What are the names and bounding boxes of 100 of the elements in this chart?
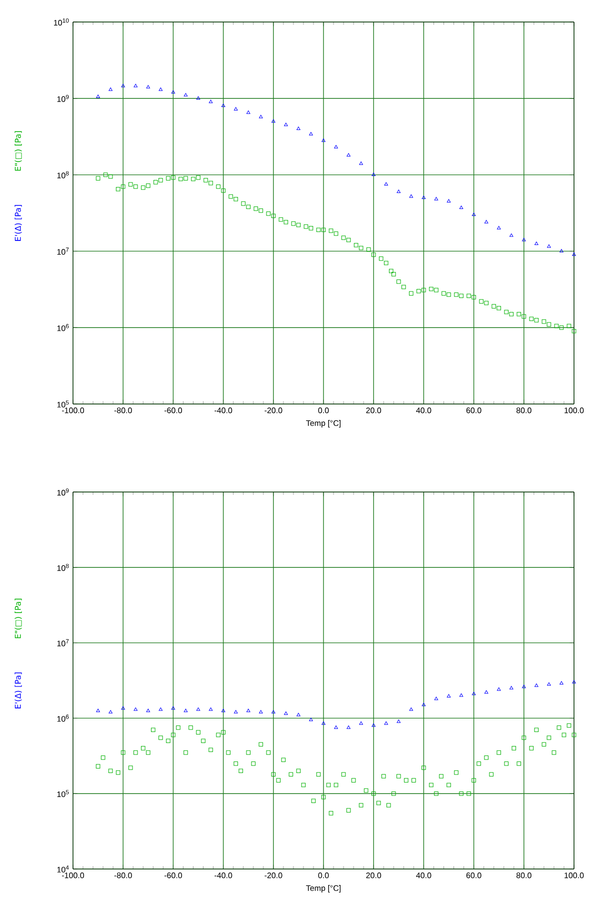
x-tick-label: -60.0 [164,872,182,878]
x-axis-title: Temp [°C] [306,420,341,428]
x-axis-title: Temp [°C] [306,885,341,893]
point [184,93,188,96]
point [509,233,514,237]
x-tick-label: 80.0 [516,408,532,414]
point [196,707,200,711]
point [309,718,313,722]
point [246,110,250,114]
point [409,194,414,198]
x-tick-label: 0.0 [318,408,329,414]
point [234,710,238,714]
x-tick-label: 40.0 [416,408,432,414]
x-tick-label: 20.0 [366,408,382,414]
point [322,721,326,725]
point [334,725,338,729]
point [459,206,464,209]
point [560,249,564,252]
point [446,199,451,202]
point [184,708,188,712]
point [171,706,176,710]
point [560,681,564,685]
y-tick-label: 10$^{9}$ [57,94,69,102]
point [459,693,464,697]
point [158,88,163,91]
point [258,114,263,118]
point [422,196,426,199]
point [221,104,226,107]
point [146,85,150,88]
point [284,122,288,126]
point [134,84,138,88]
point [434,197,438,200]
y-tick-label: 10$^{6}$ [57,324,69,332]
point [334,145,338,148]
point [296,126,300,130]
point [547,682,551,686]
point [108,710,112,714]
point [234,107,238,110]
point [484,220,488,224]
x-tick-label: 40.0 [416,872,432,878]
point [121,84,125,88]
x-tick-label: -40.0 [214,872,232,878]
point [359,721,363,725]
y-tick-label: 10$^{8}$ [57,171,69,178]
point [272,119,276,123]
point [96,708,100,712]
point [146,708,150,712]
point [221,708,226,712]
x-tick-label: -80.0 [114,408,132,414]
point [322,138,326,142]
text: E"(□) [Pa] [14,598,22,638]
y-tick-label: 10$^{8}$ [57,564,69,571]
point [396,190,401,193]
text: E'(Δ) [Pa] [14,205,22,241]
x-tick-label: -60.0 [164,408,182,414]
text: E'(Δ) [Pa] [14,672,22,708]
point [522,684,526,688]
x-tick-label: 60.0 [466,872,482,878]
point [384,182,388,186]
point [522,238,526,242]
point [296,712,300,716]
point [446,694,451,698]
point [572,252,576,256]
x-tick-label: 80.0 [516,872,532,878]
y-tick-label: 10$^{9}$ [57,488,69,496]
point [384,721,388,725]
point [547,244,551,248]
point [496,226,501,230]
point [372,723,376,727]
point [258,710,263,714]
x-tick-label: 100.0 [564,872,584,878]
point [434,696,438,700]
point [346,153,350,156]
point [472,212,476,216]
point [534,684,538,687]
point [472,692,476,696]
point [309,132,313,136]
point [196,96,200,100]
y-tick-label: 10$^{10}$ [54,18,69,26]
point [409,707,414,711]
point [509,686,514,690]
x-tick-label: 0.0 [318,872,329,878]
point [422,702,426,706]
point [272,710,276,714]
point [96,94,100,98]
x-tick-label: 20.0 [366,872,382,878]
point [284,711,288,715]
point [171,90,176,94]
x-tick-label: -80.0 [114,872,132,878]
point [572,680,576,684]
point [496,687,501,691]
x-tick-label: -20.0 [264,408,282,414]
point [208,100,213,104]
x-tick-label: -100.0 [62,872,84,878]
point [346,725,350,729]
text: E"(□) [Pa] [14,131,22,171]
y-tick-label: 10$^{7}$ [57,248,69,255]
x-tick-label: -40.0 [214,408,232,414]
point [108,88,112,91]
x-tick-label: -100.0 [62,408,84,414]
